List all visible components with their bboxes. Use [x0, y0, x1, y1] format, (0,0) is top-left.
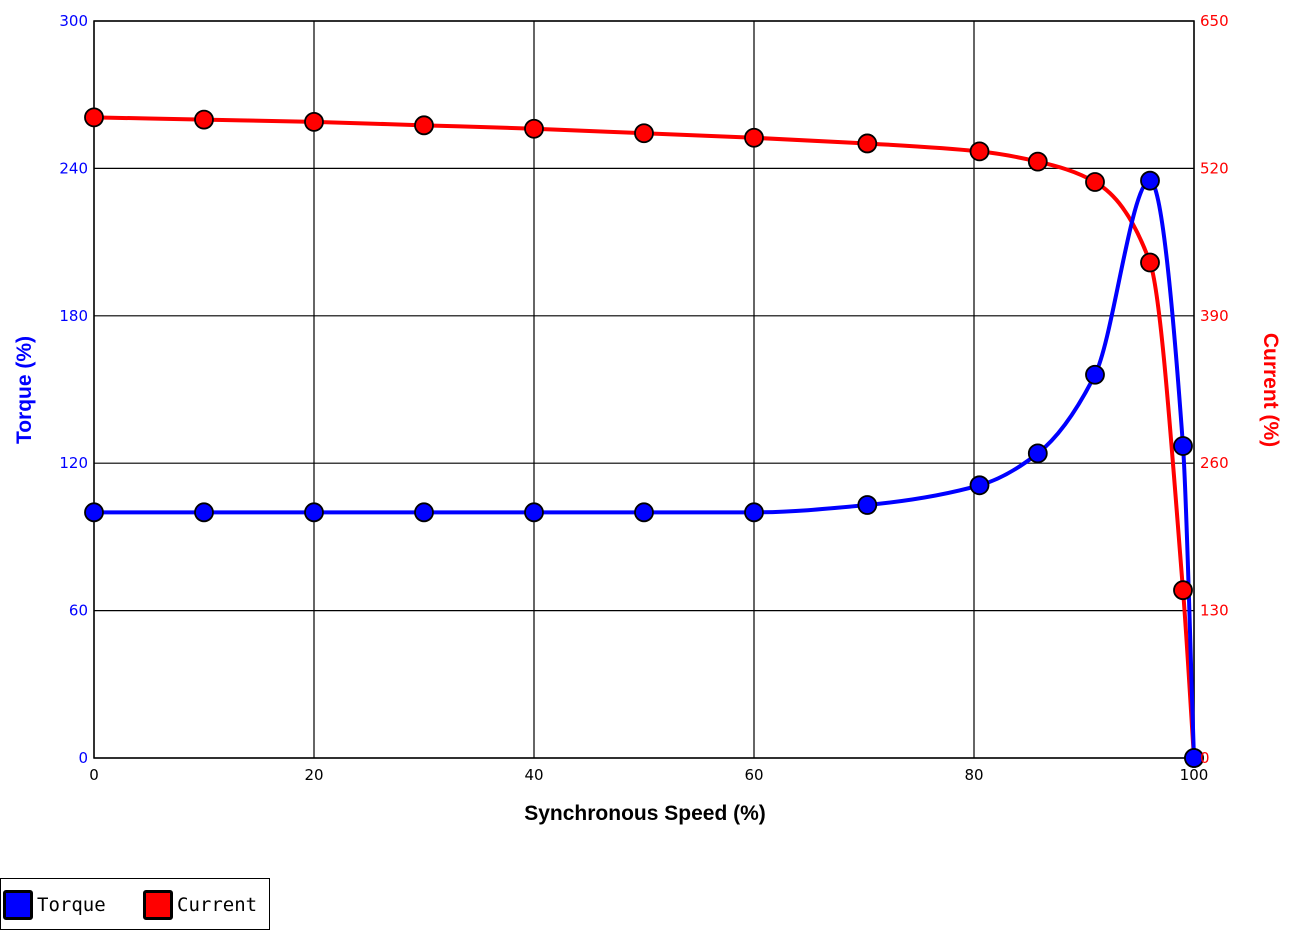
x-tick-label: 80: [964, 766, 983, 784]
torque-series-line: [94, 178, 1196, 759]
torque-point: [744, 502, 764, 523]
x-tick-label: 20: [304, 766, 323, 784]
y-tick-label-right: 260: [1200, 454, 1229, 472]
tick-labels: 0 20 40 60 80 1000601201802403000130260390520…: [59, 12, 1228, 784]
legend-swatch-torque: [3, 890, 33, 920]
x-tick-label: 60: [744, 766, 763, 784]
y-tick-label-right: 650: [1200, 12, 1229, 30]
y-tick-label-right: 520: [1200, 159, 1229, 177]
legend-label-torque: Torque: [37, 894, 106, 916]
current-series-line: [93, 115, 1196, 759]
torque-point: [969, 475, 990, 496]
current-point: [304, 112, 324, 132]
x-axis-title: Synchronous Speed (%): [524, 802, 766, 825]
x-tick-label: 0: [89, 766, 99, 784]
legend-item-current: Current: [143, 888, 257, 922]
torque-point: [414, 502, 434, 523]
x-tick-label: 40: [524, 766, 543, 784]
current-point: [194, 109, 214, 130]
y-tick-label-left: 240: [59, 159, 88, 177]
x-tick-label: 100: [1180, 766, 1209, 784]
torque-point: [634, 502, 654, 523]
torque-point: [1140, 170, 1160, 191]
current-point: [1140, 252, 1160, 273]
torque-point: [524, 502, 544, 523]
legend-label-current: Current: [177, 894, 258, 916]
current-point: [634, 123, 654, 144]
y-axis-title-right: Current (%): [1259, 333, 1282, 447]
y-tick-label-left: 0: [78, 749, 88, 767]
y-tick-label-left: 180: [59, 307, 88, 325]
current-point: [414, 115, 434, 136]
current-point: [524, 118, 544, 139]
y-tick-label-right: 130: [1200, 602, 1229, 620]
y-axis-title-left: Torque (%): [13, 336, 36, 444]
torque-point: [1184, 748, 1204, 768]
current-point: [1173, 580, 1193, 601]
current-point: [1027, 151, 1048, 172]
current-point: [969, 141, 990, 162]
y-tick-label-left: 60: [69, 602, 88, 620]
torque-point: [304, 502, 324, 523]
y-tick-label-right: 390: [1200, 307, 1229, 325]
chart-plot: 0 20 40 60 80 1000601201802403000130260390520…: [13, 12, 1282, 825]
y-tick-label-left: 300: [59, 12, 88, 30]
y-tick-label-left: 120: [59, 454, 88, 472]
torque-point: [1027, 443, 1048, 464]
current-point: [1085, 172, 1105, 192]
series-layer: [84, 107, 1204, 768]
legend-swatch-current: [143, 890, 173, 920]
legend-item-torque: Torque: [3, 888, 106, 922]
torque-point: [857, 495, 878, 515]
torque-point: [84, 502, 104, 523]
current-point: [744, 127, 764, 148]
torque-point: [1085, 364, 1105, 385]
legend: Torque Current: [0, 878, 270, 930]
current-point: [857, 133, 878, 154]
torque-point: [1173, 436, 1193, 456]
current-point: [84, 107, 104, 128]
y-tick-label-right: 0: [1200, 749, 1210, 767]
torque-point: [194, 502, 214, 523]
